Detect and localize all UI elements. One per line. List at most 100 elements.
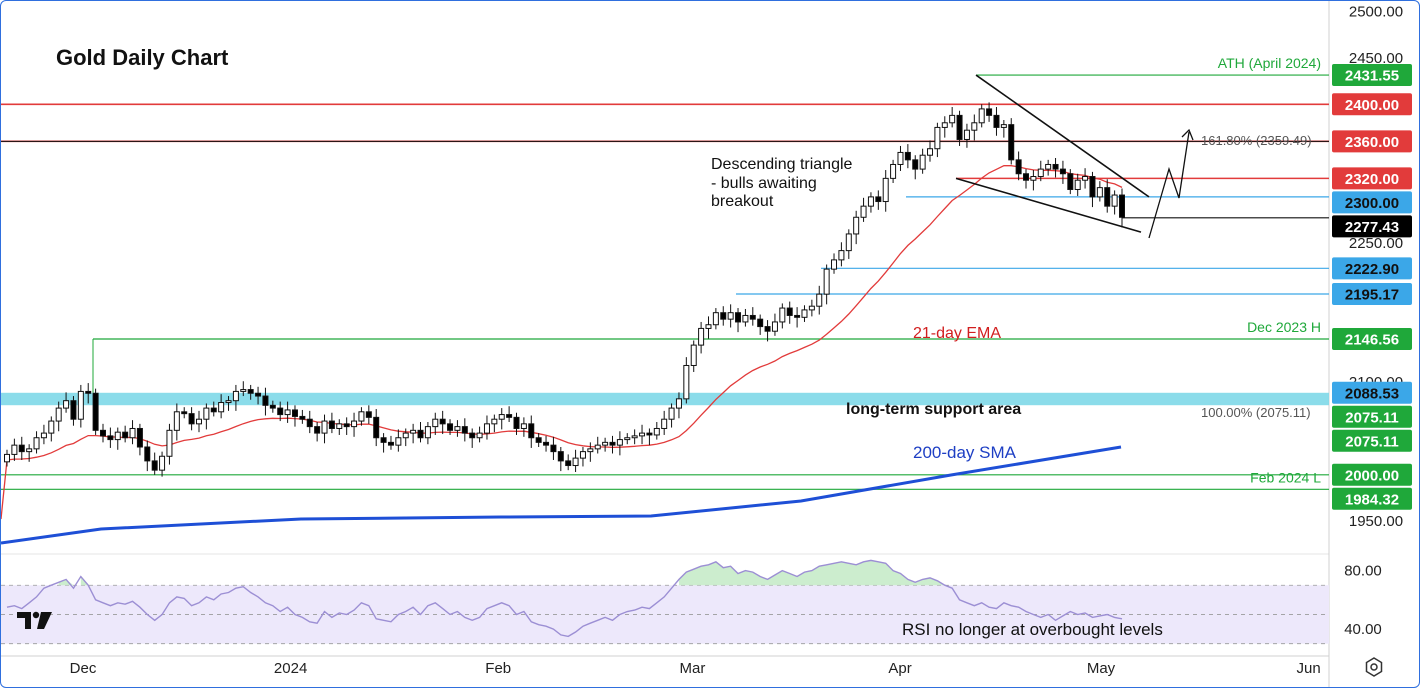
candle-bullish: [934, 126, 941, 150]
price-tag[interactable]: 2300.00: [1332, 191, 1412, 214]
candle-bearish: [1008, 124, 1015, 161]
price-tag[interactable]: 2431.55: [1332, 64, 1412, 87]
price-tag-label: 1984.32: [1345, 491, 1399, 508]
candle-bullish: [845, 233, 852, 252]
price-tag[interactable]: 2088.53: [1332, 381, 1412, 404]
candle-bullish: [1037, 168, 1044, 178]
support-area-band[interactable]: [1, 392, 1329, 406]
candle-bullish: [424, 426, 431, 439]
price-tag[interactable]: 2320.00: [1332, 167, 1412, 190]
candle-bullish: [771, 321, 778, 332]
projection-arrowhead: [1181, 128, 1194, 141]
price-tag[interactable]: 2195.17: [1332, 283, 1412, 306]
candle-bullish: [520, 423, 527, 429]
candle-bullish: [675, 398, 682, 409]
candle-bullish: [639, 432, 646, 437]
triangle-note-line1: Descending triangle: [711, 156, 853, 173]
price-tag[interactable]: 2146.56: [1332, 328, 1412, 351]
candle-bullish: [240, 389, 247, 392]
candle-bullish: [4, 453, 10, 463]
candle-bearish: [757, 318, 764, 328]
candle-bullish: [668, 407, 675, 420]
time-tick-label: Dec: [70, 660, 97, 677]
candle-bearish: [107, 435, 114, 441]
candle-bearish: [735, 312, 742, 323]
price-tag[interactable]: 2222.90: [1332, 257, 1412, 280]
price-tag[interactable]: 2075.11: [1332, 405, 1412, 428]
candle-bullish: [410, 429, 417, 434]
candle-bearish: [314, 426, 321, 434]
candle-bullish: [166, 429, 173, 457]
fib-161-label: 161.80% (2359.49): [1201, 133, 1312, 148]
chart-title: Gold Daily Chart: [56, 45, 229, 70]
candle-bearish: [543, 441, 550, 446]
candle-bearish: [1067, 173, 1074, 190]
candle-bullish: [890, 163, 897, 179]
candle-bullish: [55, 407, 62, 422]
price-tag[interactable]: 2400.00: [1332, 93, 1412, 116]
price-tag[interactable]: 1984.32: [1332, 487, 1412, 510]
candle-bearish: [262, 395, 269, 406]
price-tag[interactable]: 2360.00: [1332, 130, 1412, 153]
candle-bullish: [1082, 176, 1089, 181]
candle-bullish: [602, 441, 609, 446]
candle-bearish: [535, 437, 542, 443]
price-tag-box: [1332, 429, 1412, 452]
rsi-label: RSI no longer at overbought levels: [902, 620, 1163, 639]
price-tag-box: [1332, 64, 1412, 87]
candle-bullish: [1111, 194, 1118, 207]
candles: [4, 102, 1125, 477]
candle-bearish: [794, 314, 801, 318]
candle-bullish: [867, 196, 874, 207]
candle-bullish: [1074, 179, 1081, 190]
triangle-note-line3: breakout: [711, 193, 774, 210]
candle-bullish: [853, 216, 860, 235]
candle-bearish: [188, 413, 195, 425]
candle-bearish: [1089, 176, 1096, 198]
level-note: Feb 2024 L: [1250, 469, 1321, 485]
ema-label: 21-day EMA: [913, 325, 1001, 342]
candle-bullish: [572, 457, 579, 467]
candle-bullish: [897, 151, 904, 165]
candle-bullish: [40, 432, 47, 439]
price-tag[interactable]: 2277.43: [1332, 215, 1412, 238]
rsi-tick-label: 80.00: [1344, 563, 1382, 580]
candle-bullish: [587, 448, 594, 453]
candle-bullish: [26, 448, 33, 453]
candle-bearish: [1059, 168, 1066, 175]
candle-bearish: [528, 423, 535, 439]
price-tag-label: 2320.00: [1345, 171, 1399, 188]
triangle-upper-line: [975, 74, 1150, 198]
price-tick-label: 2250.00: [1349, 235, 1403, 252]
candle-bullish: [1045, 163, 1052, 170]
candle-bearish: [1052, 163, 1059, 170]
price-tag-box: [1332, 191, 1412, 214]
price-tick-label: 2450.00: [1349, 50, 1403, 67]
candle-bearish: [291, 409, 298, 417]
candle-bullish: [808, 305, 815, 311]
level-note: ATH (April 2024): [1218, 55, 1321, 71]
price-tick-label: 1950.00: [1349, 513, 1403, 530]
candle-bullish: [173, 411, 180, 431]
candle-bearish: [904, 151, 911, 161]
support-area-label: long-term support area: [846, 401, 1021, 418]
candle-bearish: [247, 389, 254, 394]
gear-icon[interactable]: [1364, 657, 1384, 677]
candle-bearish: [328, 420, 335, 429]
price-tag-label: 2146.56: [1345, 332, 1399, 349]
price-tag-box: [1332, 167, 1412, 190]
time-tick-label: May: [1087, 660, 1116, 677]
price-tag-label: 2431.55: [1345, 68, 1399, 85]
candle-bearish: [557, 451, 564, 462]
candle-bearish: [18, 444, 25, 453]
candle-bullish: [432, 418, 439, 428]
price-tag-box: [1332, 463, 1412, 486]
candle-bullish: [1030, 176, 1037, 181]
price-tag[interactable]: 2075.11: [1332, 429, 1412, 452]
price-tag[interactable]: 2000.00: [1332, 463, 1412, 486]
candle-bullish: [742, 314, 749, 323]
candle-bullish: [801, 309, 808, 318]
candle-bullish: [33, 437, 40, 450]
candle-bearish: [299, 415, 306, 420]
